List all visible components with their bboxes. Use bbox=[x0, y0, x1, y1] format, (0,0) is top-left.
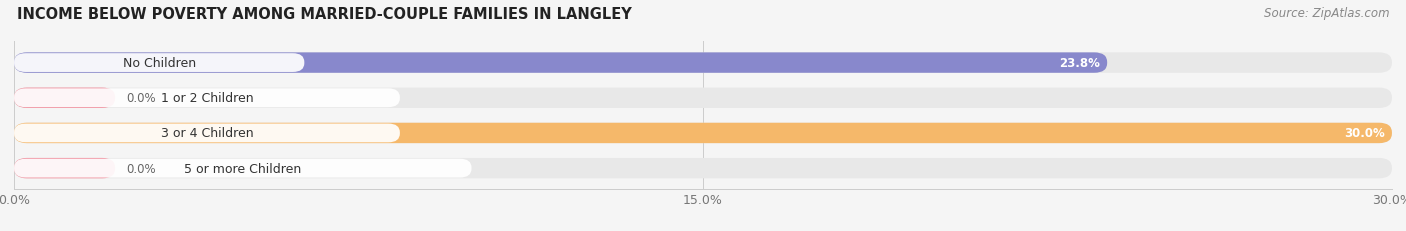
FancyBboxPatch shape bbox=[14, 53, 1392, 73]
Text: 3 or 4 Children: 3 or 4 Children bbox=[160, 127, 253, 140]
FancyBboxPatch shape bbox=[14, 158, 115, 179]
Text: 0.0%: 0.0% bbox=[127, 92, 156, 105]
Text: 30.0%: 30.0% bbox=[1344, 127, 1385, 140]
Text: No Children: No Children bbox=[122, 57, 195, 70]
FancyBboxPatch shape bbox=[14, 89, 399, 108]
FancyBboxPatch shape bbox=[14, 123, 1392, 143]
FancyBboxPatch shape bbox=[14, 158, 1392, 179]
FancyBboxPatch shape bbox=[14, 88, 115, 109]
FancyBboxPatch shape bbox=[14, 54, 304, 73]
FancyBboxPatch shape bbox=[14, 124, 399, 143]
Text: 1 or 2 Children: 1 or 2 Children bbox=[160, 92, 253, 105]
FancyBboxPatch shape bbox=[14, 53, 1107, 73]
Text: 0.0%: 0.0% bbox=[127, 162, 156, 175]
Text: 5 or more Children: 5 or more Children bbox=[184, 162, 301, 175]
FancyBboxPatch shape bbox=[14, 123, 1392, 143]
Text: 23.8%: 23.8% bbox=[1059, 57, 1101, 70]
Text: INCOME BELOW POVERTY AMONG MARRIED-COUPLE FAMILIES IN LANGLEY: INCOME BELOW POVERTY AMONG MARRIED-COUPL… bbox=[17, 7, 631, 22]
FancyBboxPatch shape bbox=[14, 88, 1392, 109]
Text: Source: ZipAtlas.com: Source: ZipAtlas.com bbox=[1264, 7, 1389, 20]
FancyBboxPatch shape bbox=[14, 159, 471, 178]
